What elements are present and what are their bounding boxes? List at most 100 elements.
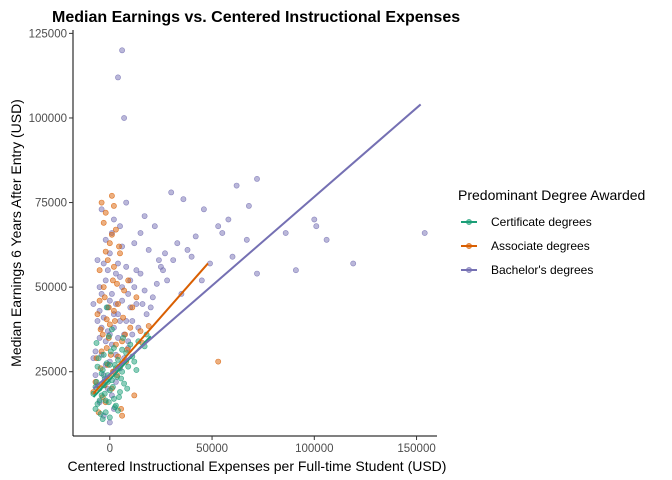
data-point	[133, 294, 140, 301]
data-point	[92, 372, 99, 378]
data-point	[192, 233, 199, 240]
data-point	[100, 351, 107, 358]
data-point	[96, 267, 103, 274]
data-point	[254, 270, 260, 277]
data-point	[104, 257, 111, 263]
data-point	[119, 368, 125, 375]
data-point	[137, 270, 144, 277]
points-layer	[90, 47, 428, 426]
data-point	[96, 297, 103, 304]
data-point	[111, 345, 117, 351]
data-point	[188, 253, 195, 260]
data-point	[106, 297, 113, 304]
data-point	[124, 385, 131, 392]
data-point	[170, 257, 177, 263]
legend: Predominant Degree Awarded Certificate d…	[458, 187, 645, 277]
data-point	[100, 219, 107, 226]
data-point	[350, 260, 357, 267]
data-point	[117, 389, 123, 395]
data-point	[118, 375, 124, 382]
data-point	[109, 231, 115, 238]
data-point	[113, 226, 119, 233]
data-point	[127, 324, 134, 331]
data-point	[111, 395, 117, 402]
data-point	[119, 346, 125, 353]
data-point	[143, 311, 150, 318]
data-point	[103, 345, 110, 351]
data-point	[229, 253, 236, 260]
data-point	[245, 202, 252, 209]
data-point	[102, 248, 109, 255]
data-point	[94, 363, 101, 370]
data-point	[155, 257, 162, 263]
data-point	[198, 277, 205, 284]
data-point	[225, 216, 232, 223]
data-point	[311, 216, 318, 223]
x-axis-label: Centered Instructional Expenses per Full…	[68, 458, 447, 474]
y-axis-label: Median Earnings 6 Years After Entry (USD…	[8, 99, 24, 367]
data-point	[99, 331, 106, 338]
data-point	[98, 206, 105, 213]
fit-line	[92, 103, 422, 390]
data-point	[137, 328, 144, 334]
data-point	[116, 394, 122, 400]
data-point	[121, 287, 127, 294]
data-point	[313, 223, 320, 230]
data-point	[113, 270, 119, 277]
data-point	[113, 402, 119, 409]
x-tick-label: 50000	[196, 443, 228, 455]
data-point	[125, 290, 132, 297]
data-point	[131, 358, 138, 365]
x-tick-label: 0	[107, 443, 113, 455]
y-tick-label: 75000	[35, 198, 67, 210]
data-point	[117, 223, 123, 230]
data-point	[115, 260, 121, 267]
data-point	[133, 301, 140, 307]
data-point	[131, 392, 138, 399]
data-point	[125, 277, 132, 284]
data-point	[106, 419, 113, 426]
data-point	[90, 301, 97, 307]
data-point	[133, 267, 140, 274]
data-point	[131, 284, 138, 290]
data-point	[119, 297, 125, 304]
data-point	[92, 405, 99, 412]
data-point	[164, 277, 170, 284]
data-point	[145, 323, 152, 329]
data-point	[137, 230, 144, 236]
data-point	[100, 260, 107, 267]
y-tick-label: 125000	[29, 28, 67, 40]
data-point	[149, 294, 156, 301]
data-point	[180, 196, 187, 203]
data-point	[123, 263, 130, 270]
data-point	[117, 250, 123, 257]
data-point	[104, 267, 111, 274]
data-point	[127, 341, 134, 348]
data-point	[96, 397, 103, 404]
data-point	[97, 411, 104, 417]
x-tick-label: 100000	[295, 443, 333, 455]
data-point	[129, 318, 136, 324]
data-point	[141, 213, 148, 219]
data-point	[115, 301, 121, 307]
data-point	[109, 192, 115, 199]
data-point	[133, 367, 140, 373]
data-point	[101, 390, 108, 397]
y-ticks: 25000 50000 75000 100000 125000	[29, 28, 73, 379]
data-point	[105, 333, 112, 340]
data-point	[102, 209, 109, 216]
data-point	[93, 340, 100, 346]
data-point	[151, 223, 158, 230]
data-point	[123, 199, 130, 206]
data-point	[207, 260, 213, 267]
data-point	[117, 274, 123, 280]
data-point	[139, 301, 146, 307]
chart-title: Median Earnings vs. Centered Instruction…	[52, 9, 460, 26]
data-point	[105, 399, 112, 406]
data-point	[110, 383, 116, 390]
data-point	[103, 304, 110, 311]
data-point	[111, 202, 117, 209]
data-point	[168, 189, 175, 196]
data-point	[200, 206, 207, 213]
